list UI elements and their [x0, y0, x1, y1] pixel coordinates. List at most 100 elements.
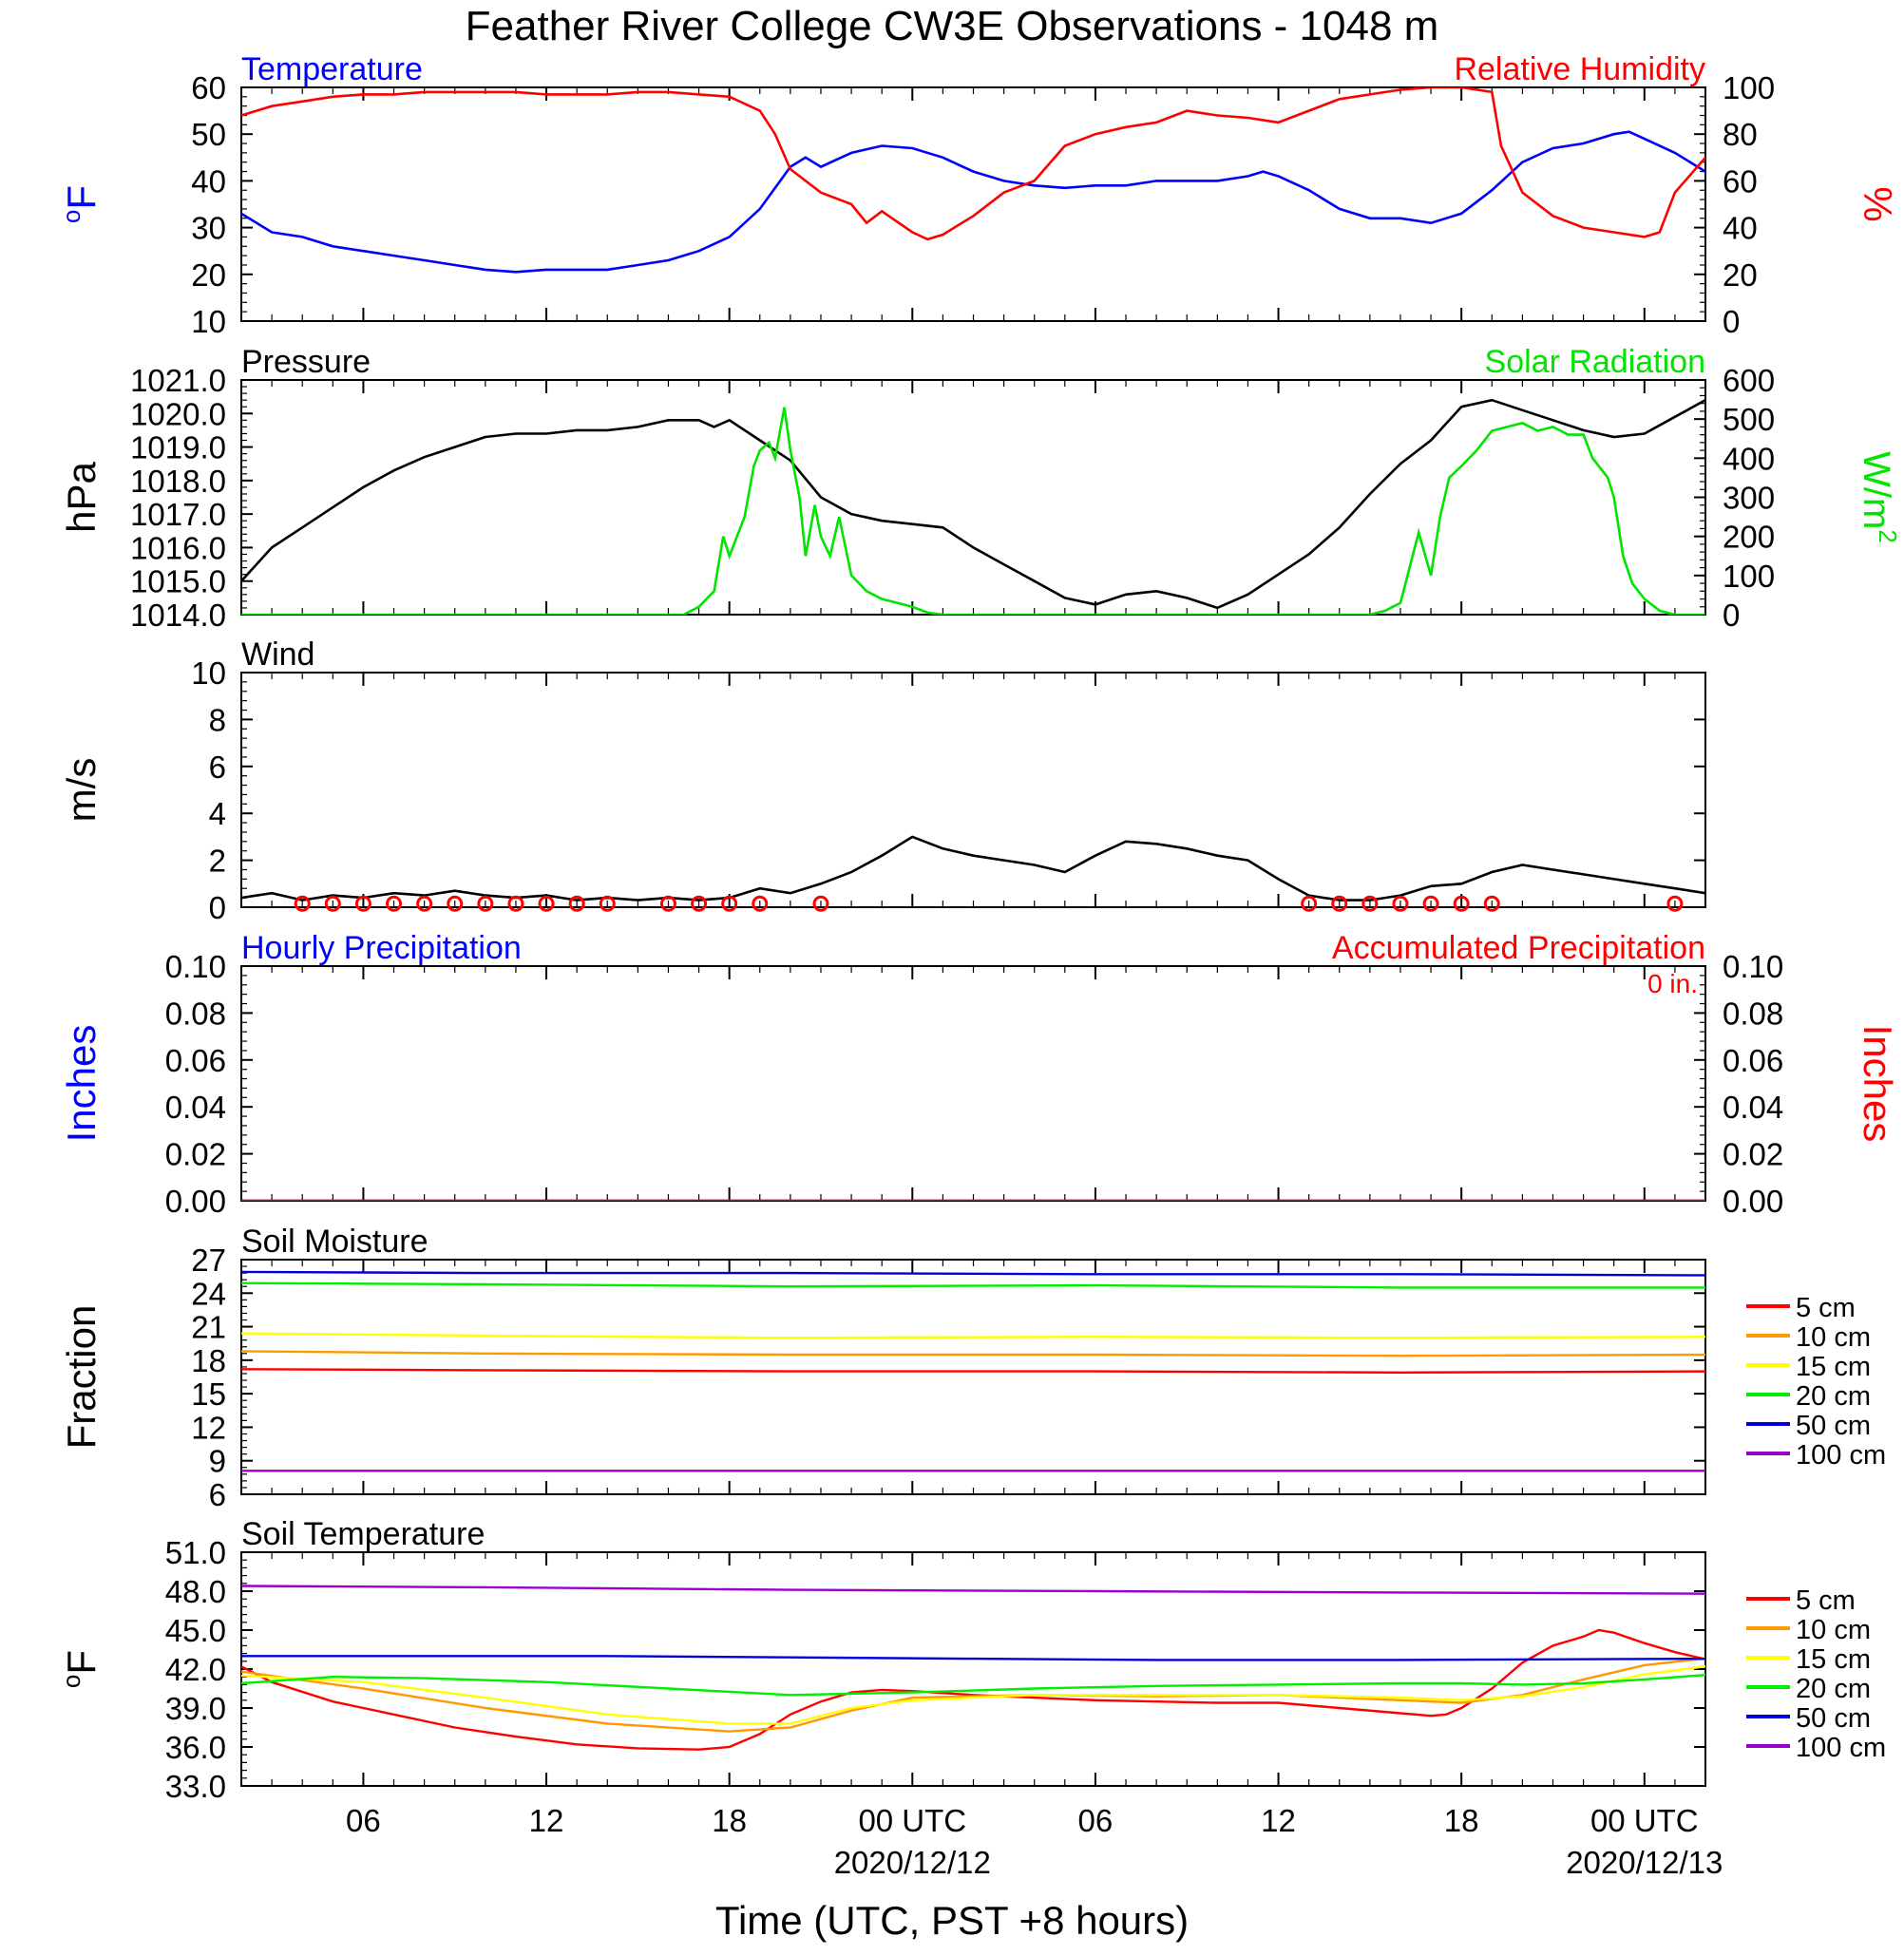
- legend-label: 5 cm: [1796, 1585, 1856, 1616]
- time-axis: 06 12 18 00 UTC 2020/12/12 06 12 18 00 UTC 2020/1…: [346, 1803, 1723, 1880]
- y-tick-label-left: 12: [191, 1410, 226, 1445]
- y-tick-label-right: 400: [1723, 441, 1775, 476]
- series-line-20-cm: [241, 1673, 1705, 1697]
- y-tick-label-left: 1018.0: [130, 464, 226, 499]
- legend-label: 10 cm: [1796, 1322, 1871, 1353]
- x-date-label: 2020/12/13: [1566, 1845, 1723, 1880]
- y-axis-label-unit: F: [59, 185, 104, 210]
- calm-wind-circle: [599, 895, 616, 912]
- legend-label: 100 cm: [1796, 1440, 1886, 1471]
- y-tick-label-right: 0: [1723, 304, 1740, 339]
- y-tick-label-left: 18: [191, 1343, 226, 1378]
- panel-title-left: Hourly Precipitation: [241, 930, 522, 966]
- y-tick-label-left: 6: [209, 750, 226, 785]
- panel-title-left: Temperature: [241, 51, 423, 87]
- series-line-pressure: [241, 398, 1705, 610]
- y-tick-label-left: 20: [191, 257, 226, 293]
- y-tick-label-right: 0.02: [1723, 1137, 1783, 1172]
- series-line-100-cm: [241, 1585, 1705, 1595]
- panel-title-left: Wind: [241, 636, 314, 673]
- calm-wind-circle: [1422, 895, 1439, 912]
- calm-wind-circle: [568, 895, 585, 912]
- plot-frame: [240, 86, 1706, 322]
- y-tick-label-left: 0.08: [165, 996, 226, 1031]
- panel-precip: Hourly Precipitation Accumulated Precipit…: [59, 930, 1900, 1219]
- legend-label: 50 cm: [1796, 1703, 1871, 1734]
- y-tick-label-right: 0.08: [1723, 996, 1783, 1031]
- y-tick-label-left: 30: [191, 211, 226, 246]
- y-axis-label-unit: W/m: [1856, 451, 1897, 529]
- calm-wind-circle: [1483, 895, 1500, 912]
- panel-temp_rh: Temperature Relative Humidity 10 20 30 40 50 60…: [57, 51, 1900, 339]
- y-tick-label-left: 10: [191, 304, 226, 339]
- y-tick-label-left: 40: [191, 163, 226, 199]
- y-axis-label-left: oF: [57, 1650, 104, 1688]
- series-line-15-cm: [241, 1332, 1705, 1339]
- legend-label: 20 cm: [1796, 1381, 1871, 1412]
- series-line-15-cm: [241, 1664, 1705, 1725]
- calm-wind-circle: [752, 895, 769, 912]
- x-tick-label: 12: [529, 1803, 564, 1838]
- calm-wind-circle: [507, 895, 524, 912]
- series-line-5-cm: [241, 1628, 1705, 1751]
- y-tick-label-right: 600: [1723, 363, 1775, 398]
- x-tick-label: 00 UTC: [1590, 1803, 1699, 1838]
- y-tick-label-left: 27: [191, 1243, 226, 1278]
- y-tick-label-left: 42.0: [165, 1652, 226, 1687]
- calm-wind-circle: [294, 895, 311, 912]
- y-tick-label-left: 0.04: [165, 1090, 226, 1125]
- calm-wind-circle: [354, 895, 371, 912]
- y-tick-label-right: 200: [1723, 520, 1775, 555]
- y-tick-label-left: 0.00: [165, 1184, 226, 1219]
- panel-soil_temperature: Soil Temperature 33.0 36.0 39.0 42.0 45.0 48.0…: [57, 1516, 1886, 1804]
- y-axis-label-right: W/m2: [1856, 451, 1902, 543]
- panel-title-right: Solar Radiation: [1485, 344, 1705, 380]
- y-tick-label-left: 15: [191, 1376, 226, 1412]
- y-tick-label-left: 1021.0: [130, 363, 226, 398]
- calm-wind-circle: [1331, 895, 1348, 912]
- y-tick-label-left: 2: [209, 844, 226, 879]
- y-tick-label-right: 0.04: [1723, 1090, 1783, 1125]
- y-axis-label-left: m/s: [59, 758, 104, 823]
- panel-title-right: Relative Humidity: [1454, 51, 1705, 87]
- y-tick-label-left: 4: [209, 796, 226, 831]
- chart-panels: Temperature Relative Humidity102030405060…: [57, 51, 1902, 1804]
- y-tick-label-left: 10: [191, 655, 226, 691]
- panel-title-left: Soil Temperature: [241, 1516, 485, 1552]
- y-tick-label-left: 1014.0: [130, 598, 226, 633]
- legend-label: 10 cm: [1796, 1615, 1871, 1645]
- y-tick-label-right: 0.00: [1723, 1184, 1783, 1219]
- calm-wind-circle: [447, 895, 464, 912]
- plot-frame: [240, 379, 1706, 616]
- calm-wind-circle: [1392, 895, 1409, 912]
- legend-label: 50 cm: [1796, 1411, 1871, 1441]
- y-tick-label-left: 9: [209, 1444, 226, 1479]
- calm-wind-circle: [416, 895, 433, 912]
- series-line-solar-radiation: [241, 407, 1705, 615]
- y-tick-label-left: 24: [191, 1276, 226, 1311]
- series-line-temperature: [241, 130, 1705, 274]
- y-axis-label-right: %: [1856, 186, 1900, 221]
- y-tick-label-left: 1015.0: [130, 564, 226, 599]
- y-tick-label-left: 1020.0: [130, 396, 226, 431]
- y-tick-label-left: 60: [191, 70, 226, 105]
- y-axis-label-superscript: 2: [1874, 529, 1902, 542]
- y-tick-label-left: 0: [209, 890, 226, 925]
- legend-label: 15 cm: [1796, 1644, 1871, 1675]
- y-tick-label-right: 0.10: [1723, 949, 1783, 984]
- panel-title-right: Accumulated Precipitation: [1332, 930, 1705, 966]
- x-date-label: 2020/12/12: [834, 1845, 991, 1880]
- y-axis-label-left: oF: [57, 185, 104, 223]
- x-tick-label: 06: [346, 1803, 381, 1838]
- panel-pressure_solar: Pressure Solar Radiation 1014.01015.01016.…: [59, 344, 1902, 633]
- y-tick-label-left: 50: [191, 117, 226, 152]
- y-tick-label-right: 100: [1723, 559, 1775, 594]
- series-line-20-cm: [241, 1281, 1705, 1289]
- y-axis-label-left: Inches: [59, 1025, 104, 1143]
- y-tick-label-right: 80: [1723, 117, 1758, 152]
- y-axis-label-degree: o: [57, 1675, 86, 1688]
- y-tick-label-right: 500: [1723, 402, 1775, 437]
- calm-wind-circle: [1301, 895, 1318, 912]
